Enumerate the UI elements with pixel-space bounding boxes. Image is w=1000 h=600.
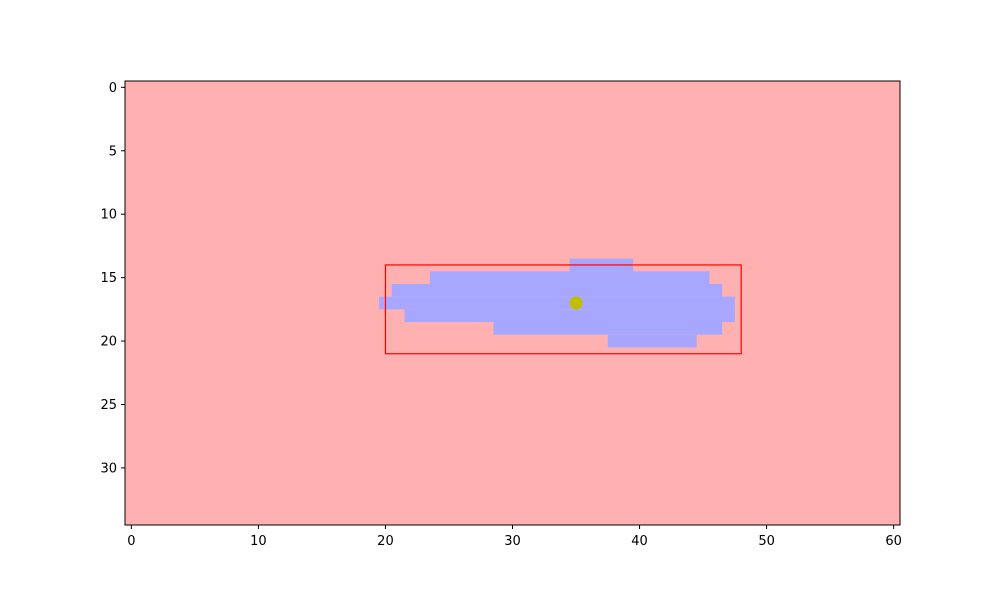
mask-row-20 bbox=[607, 334, 697, 348]
mask-row-17 bbox=[379, 296, 735, 310]
x-tick-label: 0 bbox=[127, 534, 135, 549]
mask-row-16 bbox=[391, 283, 723, 297]
y-tick-label: 30 bbox=[100, 461, 117, 476]
x-tick-label: 50 bbox=[758, 534, 775, 549]
x-tick-label: 40 bbox=[631, 534, 648, 549]
x-tick-label: 60 bbox=[885, 534, 902, 549]
mask-row-15 bbox=[429, 271, 710, 284]
x-axis: 0 10 20 30 40 50 60 bbox=[127, 525, 902, 549]
mask-row-19 bbox=[493, 322, 723, 335]
y-tick-label: 20 bbox=[100, 335, 117, 350]
x-tick-label: 20 bbox=[377, 534, 394, 549]
y-tick-label: 0 bbox=[109, 81, 117, 96]
y-tick-label: 10 bbox=[100, 208, 117, 223]
y-tick-label: 15 bbox=[100, 271, 117, 286]
centroid-point bbox=[569, 296, 583, 310]
y-tick-label: 5 bbox=[109, 144, 117, 159]
x-tick-label: 10 bbox=[250, 534, 267, 549]
mask-layer bbox=[379, 258, 735, 348]
y-tick-label: 25 bbox=[100, 398, 117, 413]
mask-row-18 bbox=[404, 309, 735, 323]
bounding-box bbox=[384, 264, 742, 355]
x-tick-label: 30 bbox=[504, 534, 521, 549]
y-axis: 0 5 10 15 20 25 30 bbox=[100, 81, 125, 476]
